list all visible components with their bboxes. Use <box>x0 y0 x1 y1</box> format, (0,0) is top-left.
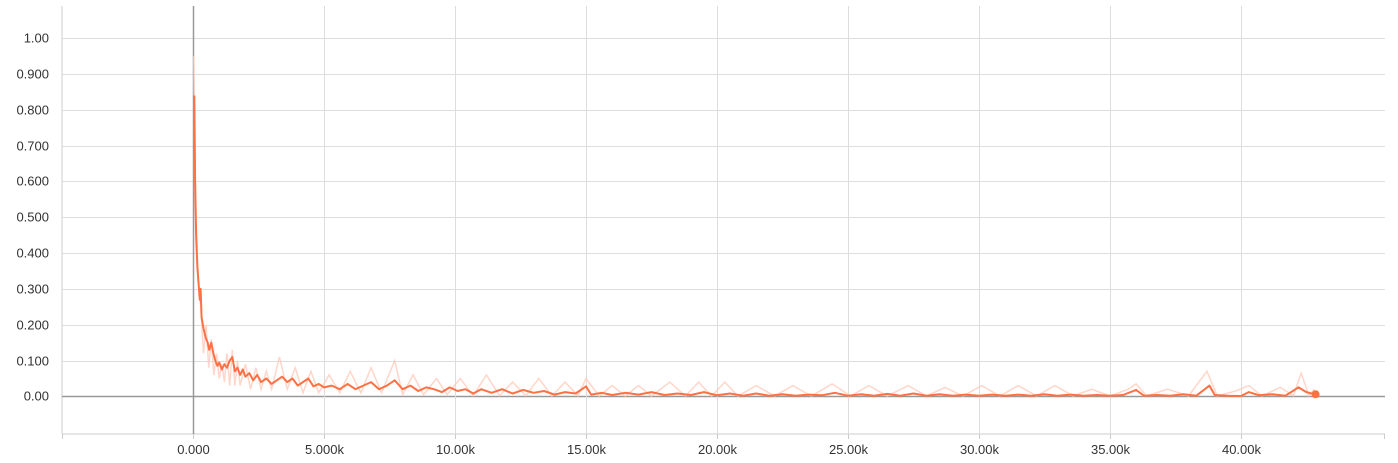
y-tick-label: 0.00 <box>24 389 49 404</box>
x-axis: 0.000 5.000k 10.00k 15.00k 20.00k 25.00k 30.00… <box>62 434 1385 457</box>
x-tick-label: 40.00k <box>1222 442 1262 457</box>
y-tick-label: 1.00 <box>24 31 49 46</box>
series-smoothed-line <box>193 95 1315 397</box>
y-tick-label: 0.800 <box>16 103 49 118</box>
x-tick-label: 35.00k <box>1091 442 1131 457</box>
y-tick-label: 0.900 <box>16 67 49 82</box>
x-tick-label: 20.00k <box>698 442 738 457</box>
y-tick-label: 0.300 <box>16 282 49 297</box>
x-tick-label: 0.000 <box>177 442 210 457</box>
series-raw-line <box>193 56 1315 398</box>
last-point-marker <box>1311 390 1320 399</box>
y-axis: 0.00 0.100 0.200 0.300 0.400 0.500 0.600 0.700 0… <box>16 31 49 404</box>
y-tick-label: 0.200 <box>16 318 49 333</box>
x-tick-label: 10.00k <box>436 442 476 457</box>
x-tick-label: 15.00k <box>567 442 607 457</box>
x-tick-label: 5.000k <box>305 442 345 457</box>
y-tick-label: 0.600 <box>16 174 49 189</box>
y-tick-label: 0.700 <box>16 139 49 154</box>
y-tick-label: 0.400 <box>16 246 49 261</box>
x-tick-label: 25.00k <box>829 442 869 457</box>
series-group <box>193 56 1320 399</box>
y-tick-label: 0.100 <box>16 354 49 369</box>
grid-lines <box>61 6 1385 435</box>
x-tick-label: 30.00k <box>960 442 1000 457</box>
y-tick-label: 0.500 <box>16 210 49 225</box>
